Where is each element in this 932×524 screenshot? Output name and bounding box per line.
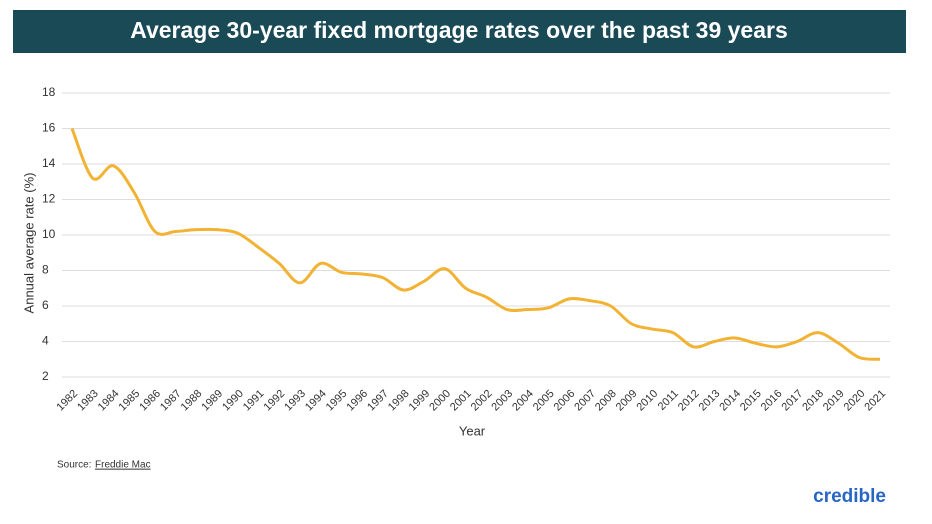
x-tick-label: 2017 (780, 388, 806, 414)
x-tick-label: 1996 (344, 388, 370, 414)
x-tick-label: 1994 (303, 388, 329, 414)
x-tick-label: 1987 (158, 388, 184, 414)
y-tick-label: 14 (42, 156, 56, 170)
x-tick-label: 2012 (676, 388, 702, 414)
logo: credible (813, 486, 886, 507)
y-tick-label: 8 (42, 263, 49, 277)
x-tick-label: 2007 (572, 388, 598, 414)
source-link[interactable]: Freddie Mac (95, 460, 151, 471)
x-tick-label: 1995 (324, 388, 350, 414)
x-tick-label: 1982 (54, 388, 80, 414)
line (70, 127, 881, 361)
x-tick-label: 2018 (800, 388, 826, 414)
x-tick-label: 2013 (697, 388, 723, 414)
x-tick-label: 2019 (821, 388, 847, 414)
x-tick-label: 2011 (656, 388, 681, 413)
x-tick-label: 1998 (386, 388, 412, 414)
y-axis-label: Annual average rate (%) (21, 173, 36, 314)
x-tick-label: 2003 (489, 388, 515, 414)
x-tick-label: 2001 (448, 388, 474, 414)
x-tick-label: 1985 (117, 388, 143, 414)
x-tick-label: 2002 (469, 388, 495, 414)
x-tick-label: 1999 (407, 388, 433, 414)
y-tick-label: 4 (42, 334, 49, 348)
x-tick-label: 1989 (199, 388, 225, 414)
x-tick-label: 2004 (510, 388, 536, 414)
x-tick-label: 1983 (75, 388, 101, 414)
y-tick-label: 10 (42, 227, 56, 241)
x-tick-label: 1992 (262, 388, 288, 414)
x-tick-label: 2006 (552, 388, 578, 414)
x-tick-label: 2009 (614, 388, 640, 414)
x-tick-label: 2008 (593, 388, 619, 414)
x-tick-label: 2020 (842, 388, 868, 414)
x-tick-label: 2021 (862, 388, 888, 414)
x-tick-label: 1984 (96, 388, 122, 414)
x-tick-label: 2015 (738, 388, 764, 414)
y-tick-label: 6 (42, 298, 49, 312)
chart-title: Average 30-year fixed mortgage rates ove… (130, 17, 788, 43)
x-tick-label: 1988 (179, 388, 205, 414)
x-tick-label: 2014 (717, 388, 743, 414)
x-tick-label: 1990 (220, 388, 246, 414)
y-tick-label: 16 (42, 121, 56, 135)
y-tick-label: 18 (42, 85, 56, 99)
x-tick-label: 1991 (241, 388, 267, 414)
title-bar (13, 10, 906, 53)
x-tick-label: 2000 (427, 388, 453, 414)
y-tick-label: 2 (42, 369, 49, 383)
x-tick-label: 2005 (531, 388, 557, 414)
x-axis-label: Year (459, 423, 486, 438)
x-tick-label: 2016 (759, 388, 785, 414)
x-tick-label: 1997 (365, 388, 391, 414)
x-tick-label: 2010 (634, 388, 660, 414)
x-tick-label: 1993 (282, 388, 308, 414)
y-tick-label: 12 (42, 192, 56, 206)
x-tick-label: 1986 (137, 388, 163, 414)
source-label: Source: (57, 460, 91, 471)
